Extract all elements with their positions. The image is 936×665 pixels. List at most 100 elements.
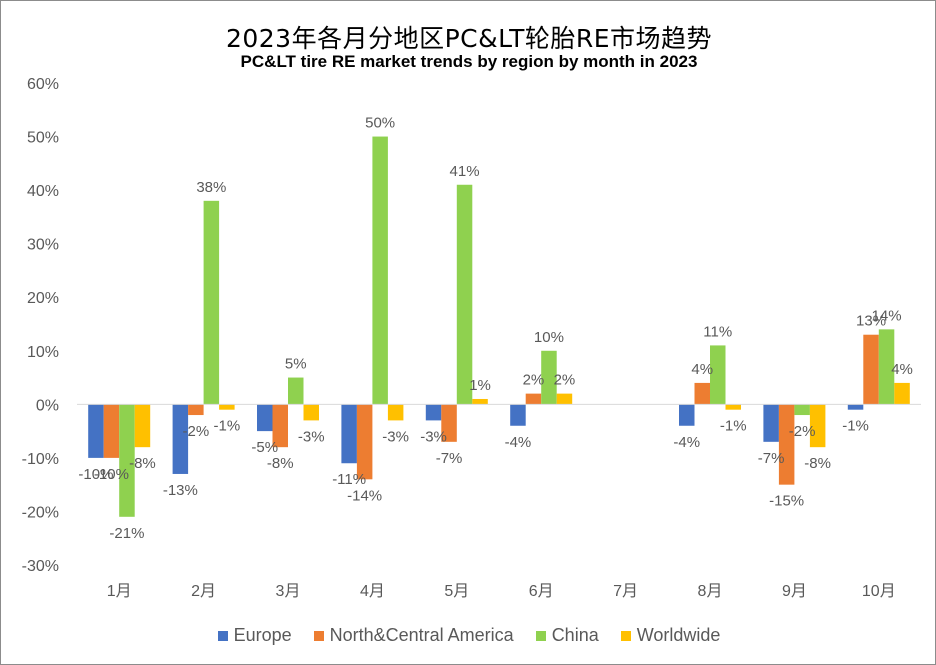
data-label: -10% bbox=[94, 466, 129, 483]
legend: Europe North&Central America China Worldwid… bbox=[1, 625, 936, 646]
data-label: -15% bbox=[769, 493, 804, 510]
bar bbox=[172, 404, 189, 474]
x-tick-label: 5月 bbox=[444, 583, 469, 600]
data-label: 14% bbox=[872, 307, 902, 324]
data-label: -2% bbox=[183, 423, 210, 440]
legend-label: Worldwide bbox=[636, 625, 721, 645]
y-tick-label: 40% bbox=[27, 183, 59, 200]
bar bbox=[203, 200, 220, 405]
bar bbox=[763, 404, 779, 442]
bar bbox=[847, 404, 864, 410]
bar bbox=[441, 404, 457, 442]
bar bbox=[303, 404, 319, 421]
data-label: 13% bbox=[856, 313, 886, 330]
bar bbox=[878, 329, 895, 405]
bar bbox=[356, 404, 373, 480]
bar bbox=[725, 404, 741, 410]
data-label: 4% bbox=[691, 361, 713, 378]
data-label: -11% bbox=[332, 471, 366, 488]
bar bbox=[894, 382, 910, 405]
data-label: 1% bbox=[469, 377, 491, 394]
data-label: 10% bbox=[534, 329, 564, 346]
bar bbox=[710, 345, 726, 405]
y-tick-label: 10% bbox=[27, 344, 59, 361]
data-label: -21% bbox=[109, 525, 144, 542]
data-label: -3% bbox=[382, 428, 409, 445]
legend-swatch bbox=[620, 630, 631, 641]
legend-item: Worldwide bbox=[620, 625, 721, 646]
legend-label: North&Central America bbox=[329, 625, 514, 645]
chart-subtitle: PC&LT tire RE market trends by region by… bbox=[240, 52, 698, 71]
bar bbox=[778, 404, 795, 485]
y-tick-label: -20% bbox=[22, 504, 59, 521]
x-tick-label: 3月 bbox=[276, 583, 301, 600]
chart-title: 2023年各月分地区PC&LT轮胎RE市场趋势 bbox=[225, 24, 713, 53]
bar bbox=[525, 393, 542, 405]
bar bbox=[387, 404, 404, 421]
legend-swatch bbox=[535, 630, 546, 641]
bar bbox=[794, 404, 810, 416]
data-label: -5% bbox=[251, 439, 278, 456]
data-label: -4% bbox=[673, 434, 700, 451]
bar bbox=[510, 404, 526, 426]
y-tick-label: -10% bbox=[22, 451, 59, 468]
y-axis: -30% -20% -10% 0% 10% 20% 30% 40% 50% 60% bbox=[22, 76, 59, 575]
bar bbox=[472, 398, 488, 405]
bar bbox=[341, 404, 357, 464]
bar bbox=[863, 334, 879, 405]
data-label: 41% bbox=[450, 163, 480, 180]
data-label: 38% bbox=[196, 179, 226, 196]
bar bbox=[372, 136, 388, 405]
bar bbox=[88, 404, 104, 458]
bar bbox=[188, 404, 204, 416]
data-label: -3% bbox=[298, 428, 325, 445]
legend-swatch bbox=[217, 630, 228, 641]
legend-item: North&Central America bbox=[313, 625, 514, 646]
x-tick-label: 2月 bbox=[191, 583, 216, 600]
data-label: -8% bbox=[804, 455, 831, 472]
data-label: 2% bbox=[523, 372, 545, 389]
bar bbox=[119, 404, 135, 517]
x-tick-label: 7月 bbox=[613, 583, 638, 600]
data-label: -3% bbox=[420, 428, 447, 445]
legend-item: Europe bbox=[217, 625, 292, 646]
bar bbox=[456, 184, 473, 405]
y-tick-label: 20% bbox=[27, 290, 59, 307]
data-label: -7% bbox=[436, 450, 463, 467]
y-tick-label: 0% bbox=[36, 397, 59, 414]
bar bbox=[556, 393, 573, 405]
bar bbox=[425, 404, 442, 421]
data-label: -14% bbox=[347, 487, 382, 504]
legend-label: Europe bbox=[233, 625, 292, 645]
data-label: -1% bbox=[214, 418, 241, 435]
legend-item: China bbox=[535, 625, 599, 646]
x-tick-label: 1月 bbox=[107, 583, 132, 600]
bar bbox=[219, 404, 235, 410]
y-tick-label: 60% bbox=[27, 76, 59, 93]
data-label: 4% bbox=[891, 361, 913, 378]
x-tick-label: 10月 bbox=[862, 583, 896, 600]
data-label: -8% bbox=[129, 455, 156, 472]
data-label: -7% bbox=[758, 450, 785, 467]
data-label: -13% bbox=[163, 482, 198, 499]
bar bbox=[541, 350, 557, 405]
bars bbox=[88, 136, 910, 517]
x-axis: 1月 2月 3月 4月 5月 6月 7月 8月 9月 10月 bbox=[107, 583, 896, 600]
data-labels: -10% -13% -5% -11% -3% -4% -4% -7% -1% -10% -2% -8%… bbox=[78, 115, 912, 542]
data-label: -8% bbox=[267, 455, 294, 472]
bar bbox=[288, 377, 304, 405]
data-label: -2% bbox=[789, 423, 816, 440]
data-label: 11% bbox=[703, 323, 732, 340]
legend-swatch bbox=[313, 630, 324, 641]
y-tick-label: 50% bbox=[27, 130, 59, 147]
x-tick-label: 6月 bbox=[529, 583, 554, 600]
data-label: -10% bbox=[78, 466, 113, 483]
y-tick-label: 30% bbox=[27, 237, 59, 254]
bar bbox=[679, 404, 695, 426]
y-tick-label: -30% bbox=[22, 558, 59, 575]
data-label: -4% bbox=[505, 434, 532, 451]
data-label: 2% bbox=[554, 372, 576, 389]
x-tick-label: 4月 bbox=[360, 583, 385, 600]
data-label: -1% bbox=[842, 418, 869, 435]
